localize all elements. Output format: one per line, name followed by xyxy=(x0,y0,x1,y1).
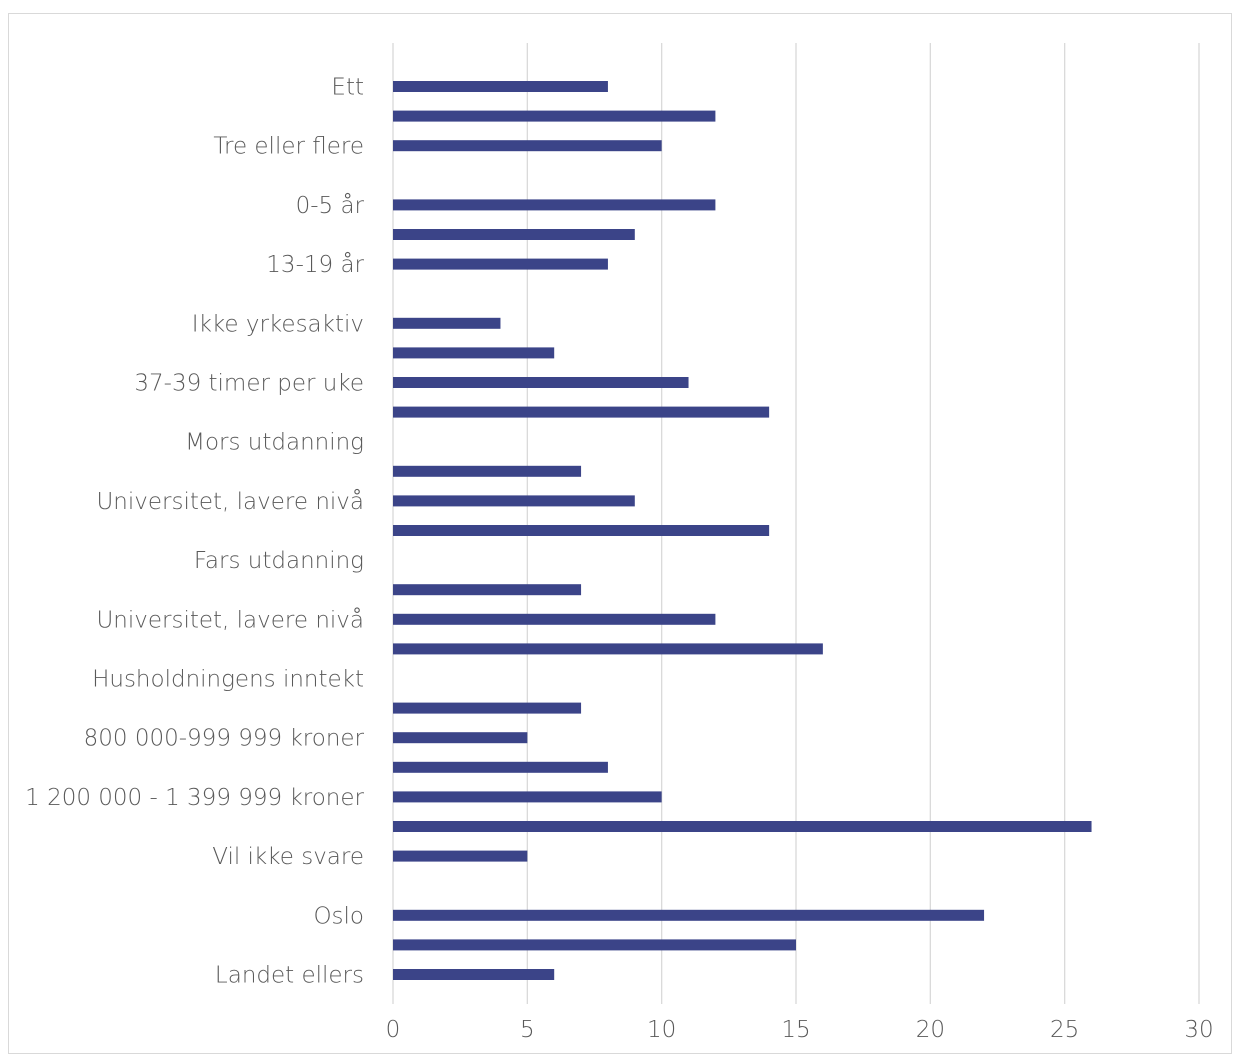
bar xyxy=(393,110,716,122)
bar xyxy=(393,791,662,803)
bar xyxy=(393,258,608,270)
bar xyxy=(393,347,555,359)
category-label: 0-5 år xyxy=(296,193,365,219)
bar xyxy=(393,969,555,980)
x-tick-label: 15 xyxy=(781,1017,810,1043)
bar xyxy=(393,850,528,862)
category-label: Oslo xyxy=(313,903,364,929)
category-label: 37-39 timer per uke xyxy=(134,371,364,397)
bar xyxy=(393,613,716,625)
category-label: Tre eller flere xyxy=(213,134,364,160)
bar xyxy=(393,140,662,152)
x-tick-label: 0 xyxy=(386,1017,401,1043)
bar xyxy=(393,761,608,773)
bars xyxy=(393,81,1092,980)
bar xyxy=(393,702,582,714)
bar xyxy=(393,377,689,388)
category-label: Vil ikke svare xyxy=(212,844,364,870)
bar xyxy=(393,909,985,921)
bar xyxy=(393,732,528,744)
bar xyxy=(393,81,608,92)
category-label: 1 200 000 - 1 399 999 kroner xyxy=(25,785,364,811)
bar xyxy=(393,584,582,596)
category-label: Fars utdanning xyxy=(194,548,364,574)
bar xyxy=(393,525,770,536)
bar xyxy=(393,939,796,951)
category-label: 800 000-999 999 kroner xyxy=(84,726,365,752)
x-tick-label: 10 xyxy=(647,1017,676,1043)
category-label: Mors utdanning xyxy=(185,430,364,456)
category-label: Universitet, lavere nivå xyxy=(96,489,364,515)
bar xyxy=(393,406,770,418)
category-label: Ikke yrkesaktiv xyxy=(192,311,364,337)
bar xyxy=(393,199,716,211)
category-label: Universitet, lavere nivå xyxy=(96,607,364,633)
x-axis-tick-labels: 0 5 10 15 20 25 30 xyxy=(386,1017,1214,1043)
bar xyxy=(393,821,1092,832)
x-tick-label: 5 xyxy=(520,1017,535,1043)
bar xyxy=(393,495,635,507)
bar xyxy=(393,643,823,655)
x-tick-label: 25 xyxy=(1050,1017,1079,1043)
bar xyxy=(393,229,635,240)
x-tick-label: 30 xyxy=(1184,1017,1213,1043)
bar xyxy=(393,465,582,477)
category-label: Ett xyxy=(331,75,364,101)
bar xyxy=(393,317,501,329)
x-tick-label: 20 xyxy=(916,1017,945,1043)
category-label: Husholdningens inntekt xyxy=(92,667,364,693)
category-label: Landet ellers xyxy=(215,963,364,989)
category-labels: Ett Tre eller flere 0-5 år 13-19 år Ikke yrk… xyxy=(25,75,364,989)
category-label: 13-19 år xyxy=(266,252,364,278)
